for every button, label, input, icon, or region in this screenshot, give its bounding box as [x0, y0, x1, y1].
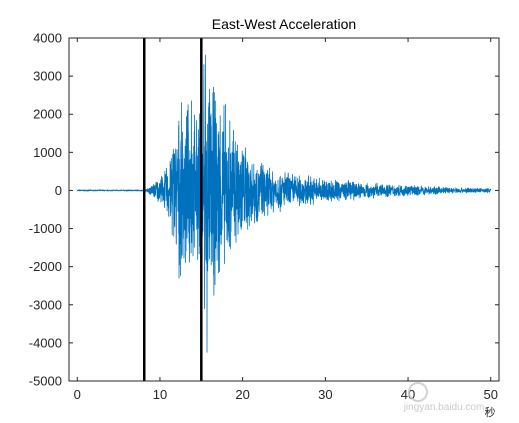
acceleration-series-line — [76, 54, 492, 353]
y-tick-label: -5000 — [29, 374, 62, 389]
y-tick-label: 3000 — [33, 69, 62, 84]
y-tick-label: -1000 — [29, 221, 62, 236]
y-tick-label: -4000 — [29, 335, 62, 350]
axes-box — [68, 37, 500, 382]
y-tick-label: 0 — [55, 183, 62, 198]
x-unit-label: 秒 — [485, 405, 496, 419]
x-tick-label: 0 — [74, 387, 81, 402]
y-tick-label: -3000 — [29, 297, 62, 312]
x-tick-label: 20 — [235, 387, 249, 402]
y-tick-label: -2000 — [29, 259, 62, 274]
x-tick-label: 30 — [318, 387, 332, 402]
y-tick-label: 2000 — [33, 107, 62, 122]
chart-title: East-West Acceleration — [212, 16, 356, 32]
watermark-logo-icon — [408, 382, 428, 402]
y-axis: -5000 -4000 -3000 -2000 -1000 0 1000 2000 3000 40… — [29, 31, 499, 389]
y-tick-label: 4000 — [33, 31, 62, 46]
x-tick-label: 50 — [483, 387, 497, 402]
plot-area — [76, 38, 492, 381]
x-tick-label: 10 — [153, 387, 167, 402]
watermark: jingyan.baidu.com — [403, 382, 485, 413]
x-axis: 0 10 20 30 40 50 — [74, 38, 498, 402]
y-tick-label: 1000 — [33, 145, 62, 160]
watermark-text: jingyan.baidu.com — [403, 402, 485, 413]
